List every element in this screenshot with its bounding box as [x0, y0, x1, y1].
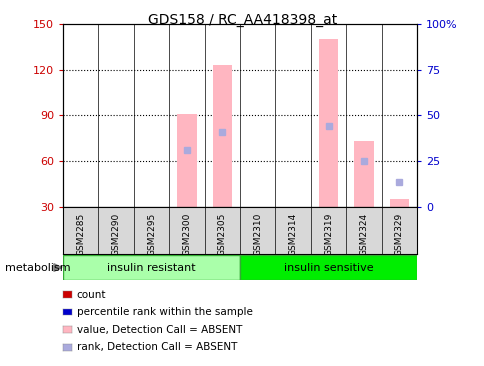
Bar [389, 199, 408, 207]
Bar [318, 39, 338, 207]
Text: GSM2300: GSM2300 [182, 213, 191, 256]
Text: GSM2324: GSM2324 [359, 213, 368, 255]
Text: GSM2314: GSM2314 [288, 213, 297, 256]
Text: percentile rank within the sample: percentile rank within the sample [76, 307, 252, 317]
Text: metabolism: metabolism [5, 262, 70, 273]
Text: value, Detection Call = ABSENT: value, Detection Call = ABSENT [76, 325, 242, 335]
Bar [212, 65, 232, 207]
Text: insulin sensitive: insulin sensitive [283, 262, 373, 273]
Text: insulin resistant: insulin resistant [107, 262, 196, 273]
Bar [177, 114, 197, 207]
Text: GSM2285: GSM2285 [76, 213, 85, 256]
Text: GSM2329: GSM2329 [394, 213, 403, 256]
Text: GSM2305: GSM2305 [217, 213, 227, 256]
Text: GSM2295: GSM2295 [147, 213, 156, 256]
Bar [240, 255, 416, 280]
Text: GSM2290: GSM2290 [111, 213, 121, 256]
Text: GSM2310: GSM2310 [253, 213, 262, 256]
Bar [353, 141, 373, 207]
Text: rank, Detection Call = ABSENT: rank, Detection Call = ABSENT [76, 342, 237, 352]
Text: count: count [76, 290, 106, 300]
Bar [63, 255, 240, 280]
Text: GSM2319: GSM2319 [323, 213, 333, 256]
Text: GDS158 / RC_AA418398_at: GDS158 / RC_AA418398_at [148, 13, 336, 27]
